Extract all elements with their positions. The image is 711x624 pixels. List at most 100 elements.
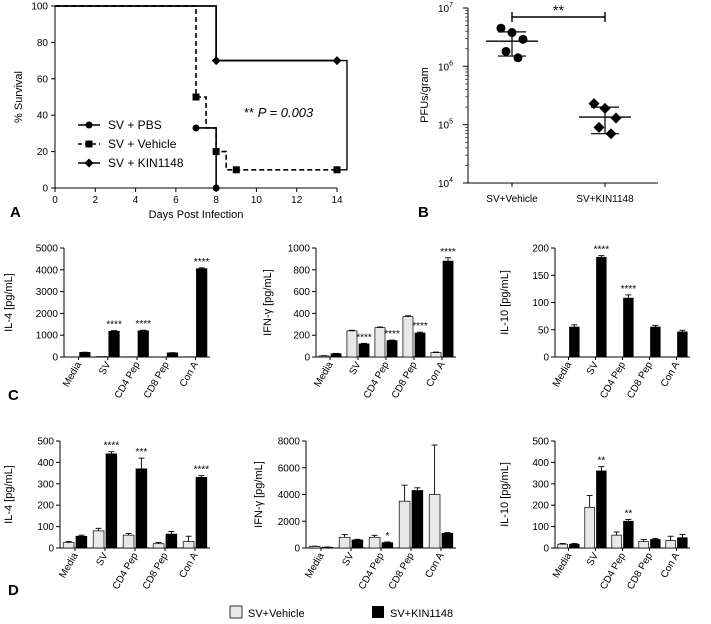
- legend-label: SV + PBS: [108, 118, 162, 132]
- x-tick-label: Media: [303, 551, 326, 580]
- x-tick-label: Media: [61, 360, 84, 389]
- x-tick-label: CD4 Pep: [113, 360, 143, 401]
- legend-swatch-kin: [372, 606, 384, 618]
- y-tick-label: 1000: [36, 331, 59, 342]
- y-tick-label: 200: [293, 331, 310, 342]
- y-tick-label: 0: [543, 353, 549, 364]
- bar-kin: [441, 532, 454, 549]
- bar-chart-c2: 0 200 400 600 800 1000 IFN-γ [pg/mL] Media SV ***…: [262, 244, 456, 401]
- bar-kin: [411, 490, 424, 549]
- x-tick-label: 14: [331, 195, 343, 206]
- x-tick-label: 6: [173, 195, 179, 206]
- legend-label-vehicle: SV+Vehicle: [248, 608, 305, 620]
- y-tick-label: 0: [42, 184, 48, 195]
- y-tick-label: 0: [304, 353, 310, 364]
- data-point: [507, 28, 517, 38]
- bar-kin: [569, 543, 580, 549]
- bar-kin: [108, 330, 120, 358]
- y-tick-label: 300: [532, 479, 549, 490]
- bar-vehicle: [430, 352, 442, 358]
- x-tick-label: Media: [551, 360, 574, 389]
- bar-vehicle: [557, 543, 568, 549]
- y-tick-label: 100: [532, 522, 549, 533]
- bar-vehicle: [368, 536, 381, 549]
- bar-chart-d1: 0 100 200 300 400 500 IL-4 [pg/mL] Media SV **** C…: [3, 437, 210, 592]
- y-tick-label: 2000: [278, 517, 301, 528]
- y-tick-label: 300: [37, 479, 54, 490]
- survival-chart: 0 20 40 60 80 100 0 2 4 6 8 10 12 14 Days Post Infecti…: [13, 2, 348, 221]
- data-point: [599, 102, 611, 114]
- bar-kin: [137, 330, 149, 358]
- survival-point: [211, 56, 221, 66]
- x-tick-label: CD4 Pep: [111, 551, 141, 592]
- bar-kin: [650, 326, 661, 358]
- y-tick-label: 4000: [278, 490, 301, 501]
- significance-stars: ****: [440, 247, 456, 258]
- survival-line-2: [55, 5, 337, 62]
- y-tick-label: 106: [438, 60, 453, 73]
- significance-stars: ****: [194, 465, 210, 476]
- y-axis-title: % Survival: [13, 71, 25, 123]
- x-tick-label: Media: [551, 551, 574, 580]
- y-tick-label: 100: [532, 298, 549, 309]
- x-tick-label: Con A: [659, 551, 682, 580]
- x-tick-label: Con A: [423, 551, 446, 580]
- y-axis-title: IL-10 [pg/mL]: [499, 270, 511, 335]
- significance-stars: ****: [106, 320, 122, 331]
- y-axis-title: IFN-γ [pg/mL]: [262, 269, 274, 336]
- bar-kin: [381, 542, 394, 549]
- significance-stars: ****: [412, 321, 428, 332]
- bar-kin: [414, 332, 426, 358]
- bar-vehicle: [62, 542, 75, 549]
- y-tick-label: 40: [37, 111, 49, 122]
- x-tick-label: SV: [347, 360, 363, 377]
- significance-stars: **: [553, 2, 564, 18]
- survival-line-1: [55, 5, 337, 171]
- bar-kin: [569, 326, 580, 358]
- x-tick-label: Con A: [659, 360, 682, 389]
- significance-stars: *: [385, 531, 389, 542]
- bar-vehicle: [428, 494, 441, 549]
- bottom-legend: SV+Vehicle SV+KIN1148: [229, 605, 453, 620]
- x-tick-label: 8: [213, 195, 219, 206]
- y-tick-label: 104: [438, 177, 453, 190]
- x-tick-label: 12: [291, 195, 303, 206]
- bar-kin: [596, 470, 607, 549]
- y-tick-label: 800: [293, 265, 310, 276]
- y-tick-label: 0: [48, 544, 54, 555]
- y-tick-label: 0: [294, 544, 300, 555]
- y-tick-label: 100: [37, 522, 54, 533]
- data-point: [605, 128, 617, 140]
- x-tick-label: CD8 Pep: [625, 551, 655, 592]
- y-tick-label: 500: [532, 437, 549, 448]
- bar-kin: [677, 537, 688, 549]
- panel-label-c: C: [8, 387, 19, 404]
- significance-stars: ****: [104, 441, 120, 452]
- x-tick-label: CD4 Pep: [598, 551, 628, 592]
- significance-stars: ***: [136, 447, 148, 458]
- y-tick-label: 3000: [36, 287, 59, 298]
- bar-kin: [358, 343, 370, 358]
- pfu-chart: 104 105 106 107 PFUs/gram SV+Vehicle SV+KIN114…: [419, 2, 658, 205]
- significance-stars: ****: [356, 332, 372, 343]
- y-tick-label: 2000: [36, 309, 59, 320]
- y-tick-label: 0: [543, 544, 549, 555]
- legend-swatch-vehicle: [229, 605, 243, 619]
- x-axis-title: Days Post Infection: [149, 209, 244, 221]
- x-tick-label: SV+Vehicle: [486, 194, 538, 205]
- data-point: [593, 121, 605, 133]
- bar-vehicle: [308, 546, 321, 549]
- bar-chart-d3: 0 100 200 300 400 500 IL-10 [pg/mL] Media SV ** CD…: [499, 437, 690, 592]
- x-tick-label: CD4 Pep: [362, 360, 392, 401]
- legend-marker: [84, 158, 94, 168]
- x-tick-label: CD8 Pep: [141, 551, 171, 592]
- y-tick-label: 500: [37, 437, 54, 448]
- bar-vehicle: [338, 536, 351, 549]
- x-tick-label: Con A: [424, 360, 447, 389]
- bar-kin: [442, 260, 454, 358]
- y-tick-label: 400: [293, 309, 310, 320]
- bar-kin: [351, 539, 364, 549]
- y-tick-label: 5000: [36, 244, 59, 255]
- panel-label-d: D: [8, 582, 19, 599]
